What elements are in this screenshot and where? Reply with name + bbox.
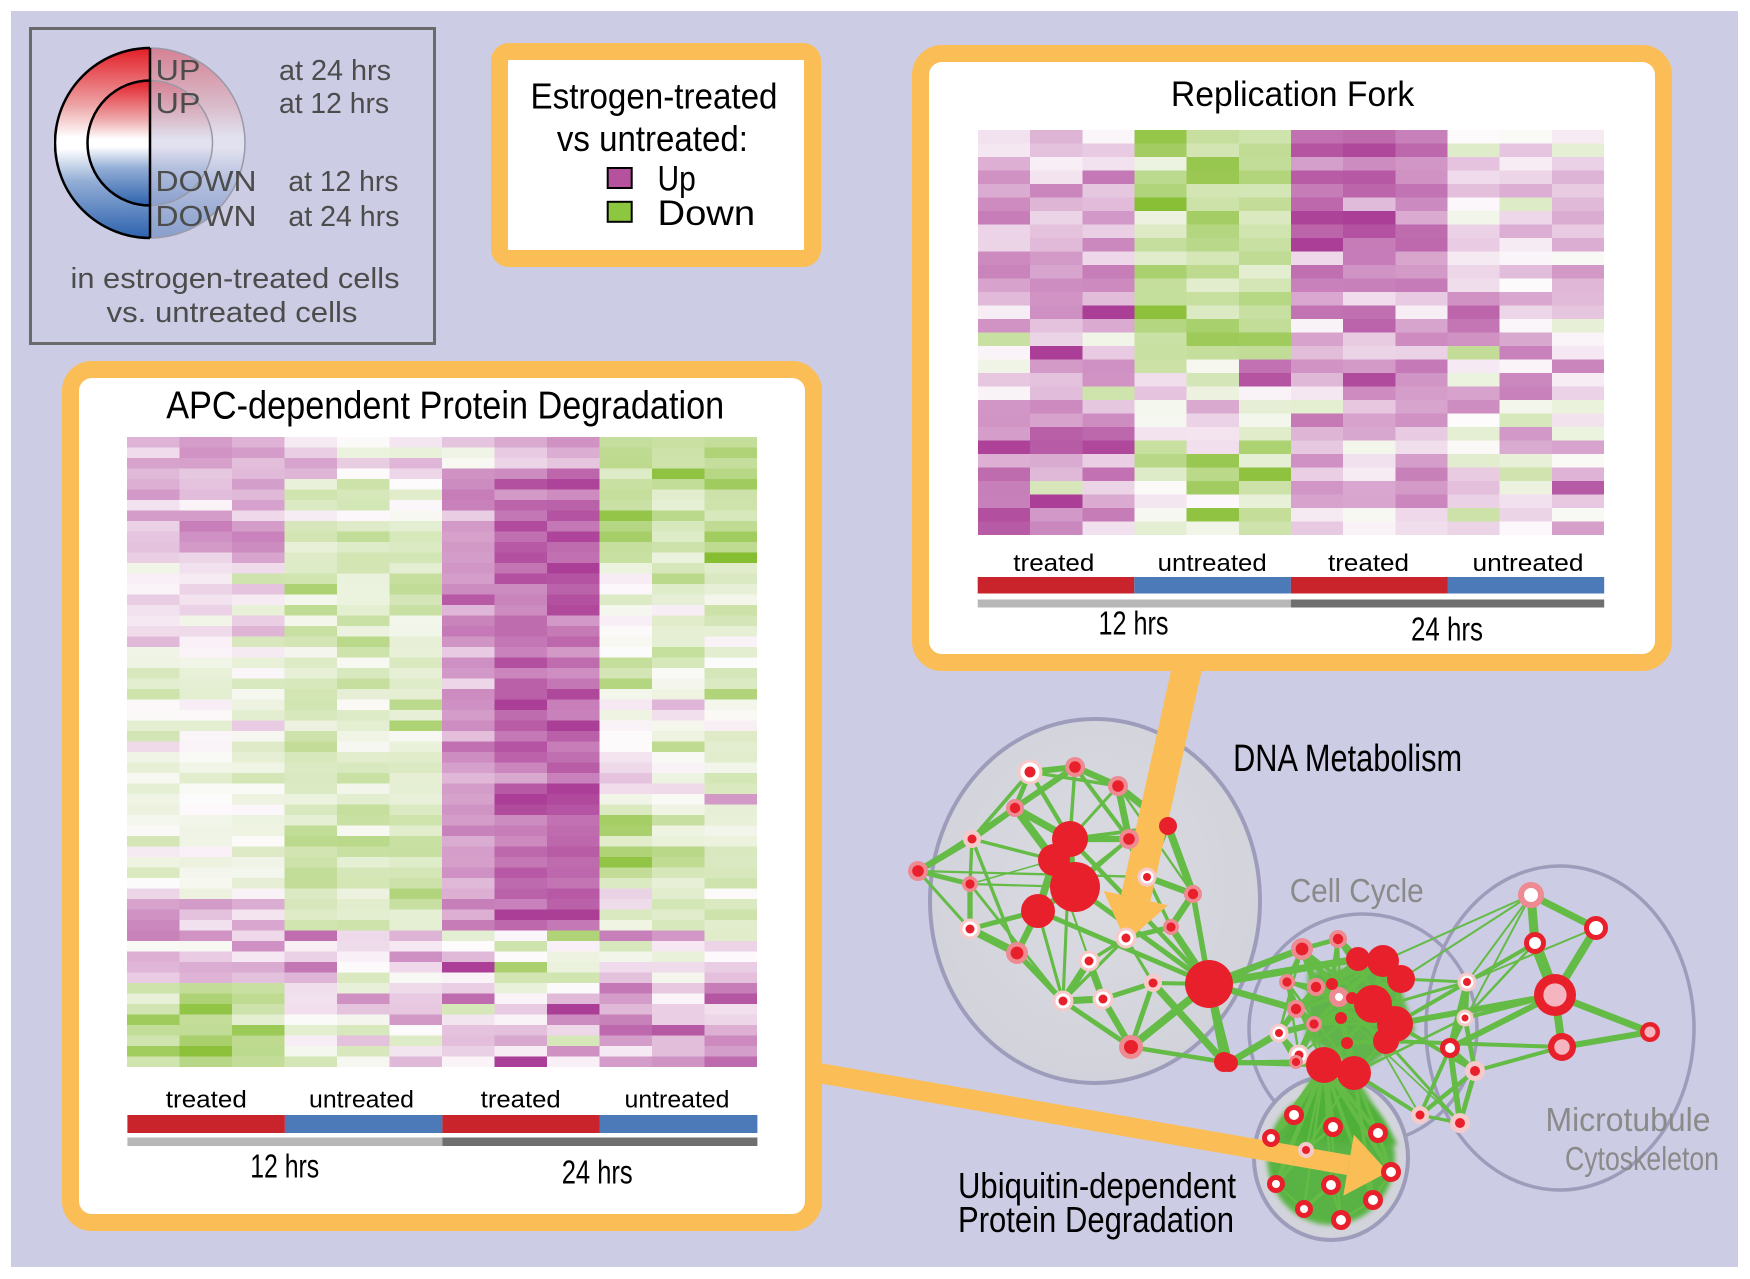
svg-text:treated: treated — [166, 1087, 247, 1114]
svg-text:treated: treated — [1328, 550, 1409, 577]
svg-text:untreated: untreated — [625, 1087, 730, 1114]
svg-text:DOWN: DOWN — [156, 166, 257, 198]
svg-text:12 hrs: 12 hrs — [250, 1147, 319, 1184]
svg-text:untreated: untreated — [1473, 550, 1584, 577]
svg-text:at 24 hrs: at 24 hrs — [288, 201, 399, 233]
svg-text:treated: treated — [1013, 550, 1094, 577]
svg-text:12 hrs: 12 hrs — [1099, 605, 1169, 642]
svg-text:UP: UP — [156, 55, 201, 87]
svg-text:Microtubule: Microtubule — [1546, 1101, 1711, 1138]
svg-text:DNA Metabolism: DNA Metabolism — [1233, 738, 1462, 780]
svg-text:UP: UP — [156, 88, 201, 120]
svg-text:Estrogen-treated: Estrogen-treated — [531, 75, 778, 116]
svg-text:untreated: untreated — [1158, 550, 1267, 577]
svg-text:at 12 hrs: at 12 hrs — [288, 166, 398, 198]
svg-text:APC-dependent Protein Degradat: APC-dependent Protein Degradation — [166, 385, 724, 428]
svg-text:in estrogen-treated cells: in estrogen-treated cells — [71, 263, 400, 295]
svg-text:Cell Cycle: Cell Cycle — [1290, 872, 1424, 909]
svg-text:at 12 hrs: at 12 hrs — [279, 88, 389, 120]
svg-text:Cytoskeleton: Cytoskeleton — [1565, 1140, 1719, 1177]
svg-text:DOWN: DOWN — [156, 201, 257, 233]
svg-text:untreated: untreated — [309, 1087, 414, 1114]
svg-text:Replication Fork: Replication Fork — [1171, 75, 1415, 114]
svg-text:24 hrs: 24 hrs — [562, 1154, 633, 1191]
svg-text:vs untreated:: vs untreated: — [557, 118, 748, 159]
svg-text:Down: Down — [658, 194, 756, 233]
svg-text:vs. untreated cells: vs. untreated cells — [107, 297, 358, 329]
svg-text:at 24 hrs: at 24 hrs — [279, 55, 391, 87]
svg-text:treated: treated — [481, 1087, 561, 1114]
svg-text:Ubiquitin-dependent: Ubiquitin-dependent — [958, 1165, 1236, 1206]
svg-text:24 hrs: 24 hrs — [1411, 611, 1483, 648]
svg-text:Protein Degradation: Protein Degradation — [958, 1199, 1234, 1240]
svg-text:Up: Up — [658, 160, 696, 199]
